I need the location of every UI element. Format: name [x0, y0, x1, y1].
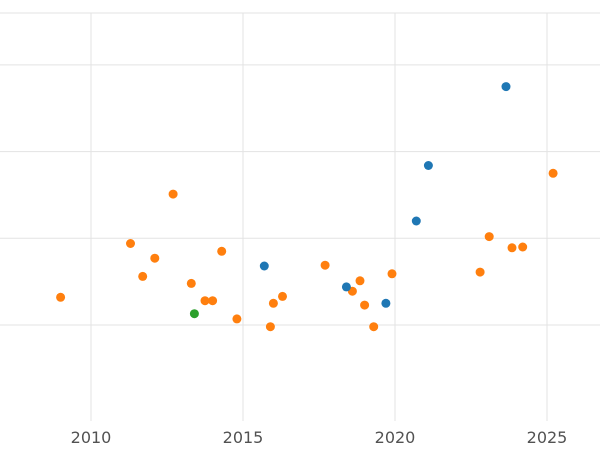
x-tick-label: 2010 — [71, 428, 112, 447]
data-point-blue — [259, 261, 269, 271]
data-point-orange — [268, 298, 278, 308]
data-point-orange — [484, 232, 494, 242]
data-point-orange — [548, 168, 558, 178]
data-point-orange — [138, 271, 148, 281]
data-point-blue — [411, 216, 421, 226]
data-point-blue — [501, 82, 511, 92]
x-tick-label: 2020 — [375, 428, 416, 447]
data-point-blue — [423, 161, 433, 170]
data-point-orange — [232, 314, 242, 324]
data-point-orange — [217, 246, 227, 256]
x-tick-label: 2025 — [527, 428, 568, 447]
data-point-orange — [518, 242, 528, 252]
data-point-orange — [56, 292, 66, 302]
data-point-orange — [507, 243, 517, 253]
data-point-orange — [168, 189, 178, 199]
data-point-orange — [387, 269, 397, 279]
data-point-orange — [475, 267, 485, 277]
data-point-orange — [360, 300, 370, 310]
data-point-orange — [208, 296, 218, 306]
data-point-blue — [381, 298, 391, 308]
data-point-orange — [126, 239, 135, 248]
data-point-orange — [369, 322, 379, 332]
data-point-blue — [341, 282, 351, 292]
data-point-orange — [186, 278, 196, 288]
data-point-orange — [200, 296, 210, 306]
data-point-orange — [320, 260, 330, 270]
data-point-green — [189, 309, 199, 319]
data-point-orange — [278, 291, 287, 301]
x-tick-label: 2015 — [223, 428, 264, 447]
data-point-orange — [150, 253, 160, 263]
data-point-orange — [265, 322, 275, 332]
data-point-orange — [355, 276, 365, 286]
